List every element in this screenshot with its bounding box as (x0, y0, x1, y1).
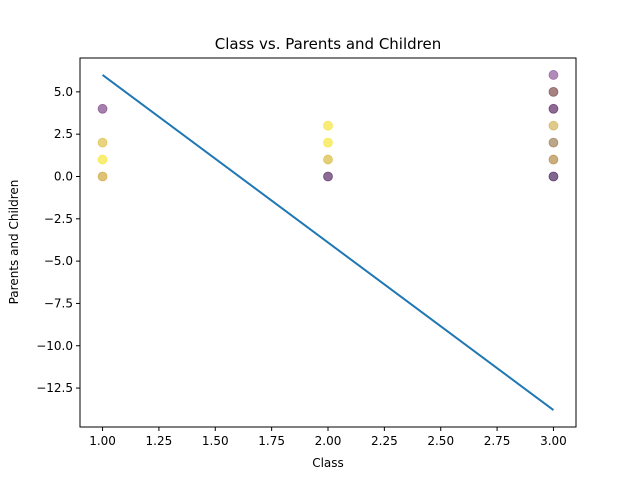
data-point (548, 103, 559, 114)
chart-title: Class vs. Parents and Children (215, 35, 441, 53)
data-point (97, 103, 108, 114)
x-tick-label: 1.25 (146, 434, 173, 448)
y-tick-label: 0.0 (54, 169, 73, 183)
y-tick-label: 2.5 (54, 127, 73, 141)
y-tick-label: −10.0 (36, 339, 73, 353)
data-point (323, 154, 333, 165)
x-tick-label: 1.00 (89, 434, 116, 448)
data-point (548, 70, 559, 80)
data-point (548, 154, 559, 165)
y-axis-label: Parents and Children (7, 180, 21, 305)
x-axis-label: Class (312, 456, 344, 470)
y-tick-label: −7.5 (44, 296, 73, 310)
x-tick-label: 2.25 (371, 434, 398, 448)
x-tick-label: 1.75 (258, 434, 285, 448)
x-tick-label: 2.00 (315, 434, 342, 448)
y-tick-label: −5.0 (44, 254, 73, 268)
x-tick-label: 1.50 (202, 434, 229, 448)
regression-line (101, 74, 555, 411)
data-point (548, 137, 559, 148)
x-tick-label: 3.00 (540, 434, 567, 448)
data-point (323, 120, 333, 131)
data-point (97, 171, 108, 182)
plot-layer (97, 70, 559, 411)
x-tick-label: 2.50 (427, 434, 454, 448)
data-point (548, 120, 559, 131)
y-tick-label: −2.5 (44, 212, 73, 226)
y-tick-label: 5.0 (54, 85, 73, 99)
data-point (548, 171, 559, 182)
data-point (97, 137, 108, 148)
y-tick-label: −12.5 (36, 381, 73, 395)
data-point (323, 171, 333, 182)
data-point (323, 137, 333, 148)
data-point (97, 154, 108, 165)
data-point (548, 86, 559, 97)
x-tick-label: 2.75 (484, 434, 511, 448)
